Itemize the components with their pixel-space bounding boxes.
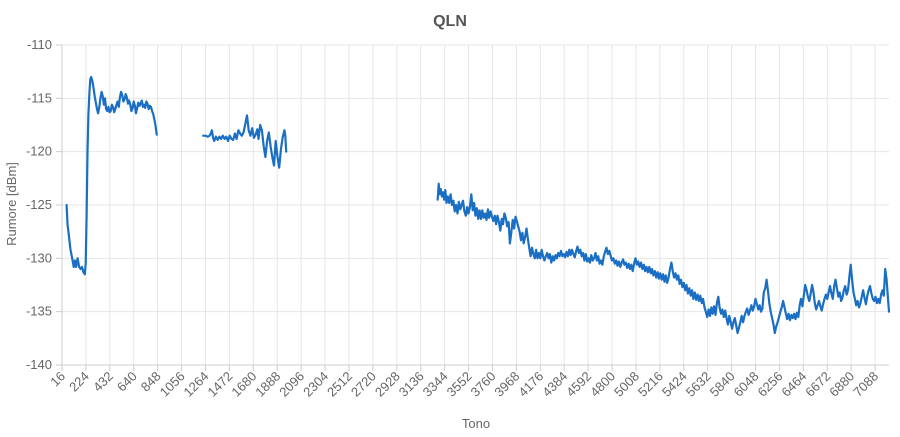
x-tick-label: 5216	[635, 369, 666, 400]
x-tick-label: 3968	[491, 369, 522, 400]
x-tick-label: 4592	[563, 369, 594, 400]
x-tick-label: 3760	[468, 369, 499, 400]
x-tick-label: 6464	[778, 369, 809, 400]
y-tick-label: -110	[27, 37, 52, 52]
x-tick-label: 640	[114, 369, 140, 395]
x-tick-label: 5840	[707, 369, 738, 400]
x-tick-label: 1888	[252, 369, 283, 400]
x-tick-label: 5424	[659, 369, 690, 400]
x-axis-label: Tono	[462, 416, 490, 431]
x-tick-label: 6256	[754, 369, 785, 400]
y-tick-label: -120	[26, 144, 52, 159]
x-tick-label: 1264	[181, 369, 212, 400]
x-tick-label: 5008	[611, 369, 642, 400]
y-tick-label: -135	[26, 304, 52, 319]
x-tick-label: 7088	[850, 369, 881, 400]
y-tick-label: -125	[26, 197, 52, 212]
x-tick-label: 224	[66, 369, 92, 395]
y-axis-label: Rumore [dBm]	[4, 162, 19, 246]
axes	[61, 45, 889, 366]
x-tick-label: 1472	[204, 369, 235, 400]
x-tick-label: 2304	[300, 369, 331, 400]
x-tick-label: 3552	[444, 369, 475, 400]
qln-series-line	[65, 75, 158, 276]
x-tick-label: 1680	[228, 369, 259, 400]
x-tick-label: 2720	[348, 369, 379, 400]
x-tick-label: 3344	[420, 369, 451, 400]
y-tick-labels: -110 -115 -120 -125 -130 -135 -140	[26, 37, 52, 372]
x-tick-label: 2512	[324, 369, 355, 400]
series-lines	[65, 75, 891, 335]
x-tick-label: 4800	[587, 369, 618, 400]
y-tick-label: -115	[27, 90, 52, 105]
qln-series-line	[202, 114, 288, 169]
x-tick-label: 6048	[731, 369, 762, 400]
x-tick-label: 4176	[515, 369, 546, 400]
x-tick-label: 6672	[802, 369, 833, 400]
y-tick-label: -130	[26, 250, 52, 265]
x-tick-label: 6880	[826, 369, 857, 400]
x-tick-label: 2928	[372, 369, 403, 400]
x-tick-label: 4384	[539, 369, 570, 400]
x-tick-label: 1056	[157, 369, 188, 400]
y-tick-label: -140	[26, 357, 52, 372]
chart-title: QLN	[433, 13, 467, 30]
x-tick-labels: 1622443264084810561264147216801888209623…	[47, 369, 881, 400]
x-tick-label: 2096	[276, 369, 307, 400]
qln-series-line	[436, 182, 891, 335]
x-tick-label: 3136	[396, 369, 427, 400]
x-tick-label: 5632	[683, 369, 714, 400]
x-tick-label: 432	[90, 369, 116, 395]
